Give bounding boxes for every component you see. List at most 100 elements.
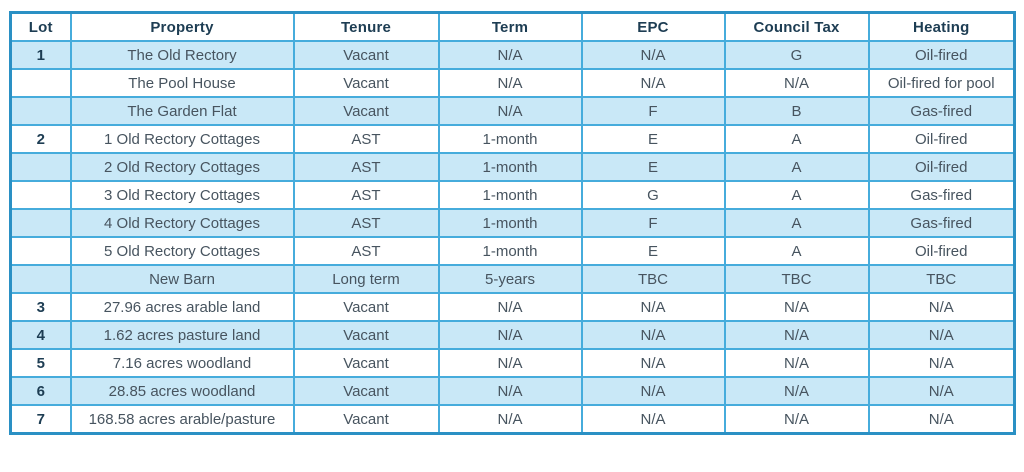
cell-council_tax: N/A (723, 404, 870, 435)
cell-tenure: AST (292, 236, 440, 266)
table-header: Lot Property Tenure Term EPC Council Tax Heati… (9, 11, 1016, 42)
cell-epc: G (580, 180, 726, 210)
cell-term: 1-month (437, 124, 583, 154)
lots-table-container: Lot Property Tenure Term EPC Council Tax Heati… (9, 11, 1016, 435)
cell-property: 3 Old Rectory Cottages (69, 180, 295, 210)
cell-council_tax: TBC (723, 264, 870, 294)
table-row: The Garden Flat Vacant N/A F B Gas-fired (9, 96, 1016, 126)
cell-term: N/A (437, 68, 583, 98)
cell-property: The Pool House (69, 68, 295, 98)
column-header-heating: Heating (867, 11, 1016, 42)
cell-council_tax: N/A (723, 68, 870, 98)
cell-council_tax: N/A (723, 348, 870, 378)
table-row: 4 Old Rectory Cottages AST 1-month F A Gas-fi… (9, 208, 1016, 238)
cell-council_tax: N/A (723, 320, 870, 350)
column-header-term: Term (437, 11, 583, 42)
cell-heating: Oil-fired for pool (867, 68, 1016, 98)
cell-tenure: Vacant (292, 320, 440, 350)
cell-council_tax: G (723, 40, 870, 70)
cell-property: 4 Old Rectory Cottages (69, 208, 295, 238)
cell-property: 7.16 acres woodland (69, 348, 295, 378)
cell-epc: E (580, 236, 726, 266)
cell-lot (9, 208, 72, 238)
cell-tenure: AST (292, 124, 440, 154)
cell-heating: Gas-fired (867, 180, 1016, 210)
cell-tenure: Vacant (292, 404, 440, 435)
cell-tenure: Vacant (292, 68, 440, 98)
cell-property: New Barn (69, 264, 295, 294)
cell-lot: 6 (9, 376, 72, 406)
table-row: 1 The Old Rectory Vacant N/A N/A G Oil-fired (9, 40, 1016, 70)
cell-council_tax: A (723, 180, 870, 210)
cell-tenure: Vacant (292, 376, 440, 406)
cell-heating: Gas-fired (867, 96, 1016, 126)
cell-term: N/A (437, 320, 583, 350)
cell-epc: TBC (580, 264, 726, 294)
column-header-property: Property (69, 11, 295, 42)
cell-heating: N/A (867, 292, 1016, 322)
cell-property: 168.58 acres arable/pasture (69, 404, 295, 435)
cell-lot (9, 152, 72, 182)
cell-heating: N/A (867, 320, 1016, 350)
cell-term: 1-month (437, 152, 583, 182)
cell-heating: N/A (867, 404, 1016, 435)
table-row: 5 7.16 acres woodland Vacant N/A N/A N/A N/A (9, 348, 1016, 378)
column-header-council_tax: Council Tax (723, 11, 870, 42)
cell-heating: Gas-fired (867, 208, 1016, 238)
cell-property: 1.62 acres pasture land (69, 320, 295, 350)
table-row: 3 27.96 acres arable land Vacant N/A N/A N/A N… (9, 292, 1016, 322)
column-header-lot: Lot (9, 11, 72, 42)
table-row: 7 168.58 acres arable/pasture Vacant N/A N/A… (9, 404, 1016, 435)
cell-tenure: Vacant (292, 292, 440, 322)
cell-council_tax: B (723, 96, 870, 126)
cell-epc: N/A (580, 68, 726, 98)
cell-epc: N/A (580, 376, 726, 406)
cell-term: 1-month (437, 208, 583, 238)
cell-term: N/A (437, 404, 583, 435)
cell-term: N/A (437, 376, 583, 406)
cell-epc: F (580, 96, 726, 126)
cell-property: 5 Old Rectory Cottages (69, 236, 295, 266)
cell-heating: Oil-fired (867, 40, 1016, 70)
table-row: 2 Old Rectory Cottages AST 1-month E A Oil-fi… (9, 152, 1016, 182)
cell-lot: 7 (9, 404, 72, 435)
cell-epc: N/A (580, 292, 726, 322)
cell-tenure: Vacant (292, 40, 440, 70)
cell-council_tax: A (723, 236, 870, 266)
table-body: 1 The Old Rectory Vacant N/A N/A G Oil-fired Th… (9, 40, 1016, 435)
cell-property: 2 Old Rectory Cottages (69, 152, 295, 182)
table-row: 5 Old Rectory Cottages AST 1-month E A Oil-fi… (9, 236, 1016, 266)
cell-council_tax: A (723, 152, 870, 182)
cell-term: N/A (437, 292, 583, 322)
table-row: 4 1.62 acres pasture land Vacant N/A N/A N/A N… (9, 320, 1016, 350)
cell-lot (9, 236, 72, 266)
cell-council_tax: N/A (723, 376, 870, 406)
cell-lot: 2 (9, 124, 72, 154)
cell-epc: N/A (580, 40, 726, 70)
cell-epc: F (580, 208, 726, 238)
cell-council_tax: A (723, 208, 870, 238)
table-row: The Pool House Vacant N/A N/A N/A Oil-fired f… (9, 68, 1016, 98)
cell-tenure: AST (292, 152, 440, 182)
cell-tenure: Vacant (292, 96, 440, 126)
table-row: 3 Old Rectory Cottages AST 1-month G A Gas-fi… (9, 180, 1016, 210)
cell-tenure: AST (292, 180, 440, 210)
cell-lot: 1 (9, 40, 72, 70)
table-row: 6 28.85 acres woodland Vacant N/A N/A N/A N/A (9, 376, 1016, 406)
cell-term: N/A (437, 40, 583, 70)
cell-lot (9, 68, 72, 98)
cell-term: 1-month (437, 236, 583, 266)
cell-council_tax: A (723, 124, 870, 154)
cell-term: N/A (437, 348, 583, 378)
cell-lot: 3 (9, 292, 72, 322)
cell-heating: TBC (867, 264, 1016, 294)
table-row: New Barn Long term 5-years TBC TBC TBC (9, 264, 1016, 294)
cell-council_tax: N/A (723, 292, 870, 322)
cell-epc: N/A (580, 404, 726, 435)
cell-tenure: AST (292, 208, 440, 238)
cell-property: 27.96 acres arable land (69, 292, 295, 322)
cell-epc: N/A (580, 348, 726, 378)
cell-heating: N/A (867, 348, 1016, 378)
cell-tenure: Vacant (292, 348, 440, 378)
cell-property: The Garden Flat (69, 96, 295, 126)
